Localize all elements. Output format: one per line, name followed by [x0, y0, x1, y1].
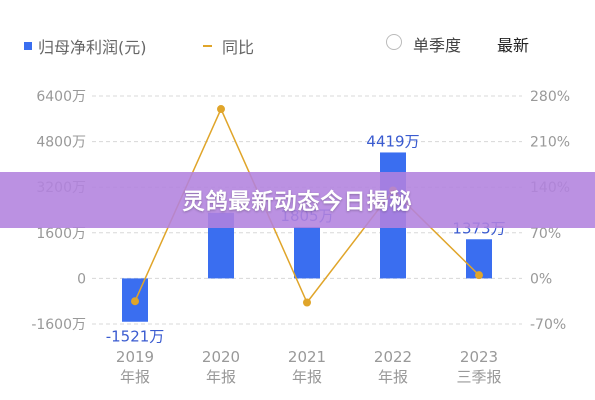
x-tick-sublabel: 年报 [120, 368, 150, 386]
banner: 灵鸽最新动态今日揭秘 [0, 172, 595, 228]
x-tick-sublabel: 三季报 [456, 368, 501, 386]
bar [294, 226, 320, 279]
latest-option[interactable]: 最新 [497, 36, 530, 55]
bar-value-label: -1521万 [106, 328, 165, 346]
yoy-point [475, 271, 483, 280]
yoy-point [131, 297, 139, 306]
legend-profit[interactable]: 归母净利润(元) [24, 34, 147, 58]
right-tick-label: 280% [530, 89, 570, 105]
x-tick-label: 2023 [460, 348, 498, 366]
bar-value-label: 4419万 [366, 132, 419, 150]
left-tick-label: 1600万 [36, 226, 86, 242]
legend-profit-label: 归母净利润(元) [38, 38, 147, 57]
x-tick-sublabel: 年报 [292, 368, 322, 386]
x-tick-label: 2020 [202, 348, 240, 366]
left-tick-label: 4800万 [36, 135, 86, 151]
chart-header: 归母净利润(元) 同比 单季度 最新 [0, 0, 595, 80]
legend-yoy-label: 同比 [222, 38, 255, 57]
legend-bar-swatch [24, 42, 32, 50]
right-tick-label: -70% [530, 317, 566, 333]
x-tick-sublabel: 年报 [378, 368, 408, 386]
legend-yoy[interactable]: 同比 [203, 34, 254, 58]
left-tick-label: 0 [77, 271, 86, 287]
right-tick-label: 210% [530, 135, 570, 151]
quarter-label[interactable]: 单季度 [413, 36, 462, 55]
left-tick-label: 6400万 [36, 89, 86, 105]
x-tick-label: 2019 [116, 348, 154, 366]
yoy-point [217, 105, 225, 114]
x-tick-label: 2021 [288, 348, 326, 366]
x-tick-label: 2022 [374, 348, 412, 366]
x-tick-sublabel: 年报 [206, 368, 236, 386]
right-tick-label: 70% [530, 226, 561, 242]
right-tick-label: 0% [530, 271, 552, 287]
legend-line-swatch [203, 45, 212, 47]
left-tick-label: -1600万 [31, 317, 86, 333]
yoy-point [303, 298, 311, 307]
banner-text: 灵鸽最新动态今日揭秘 [182, 190, 413, 215]
quarter-radio[interactable] [386, 34, 402, 50]
